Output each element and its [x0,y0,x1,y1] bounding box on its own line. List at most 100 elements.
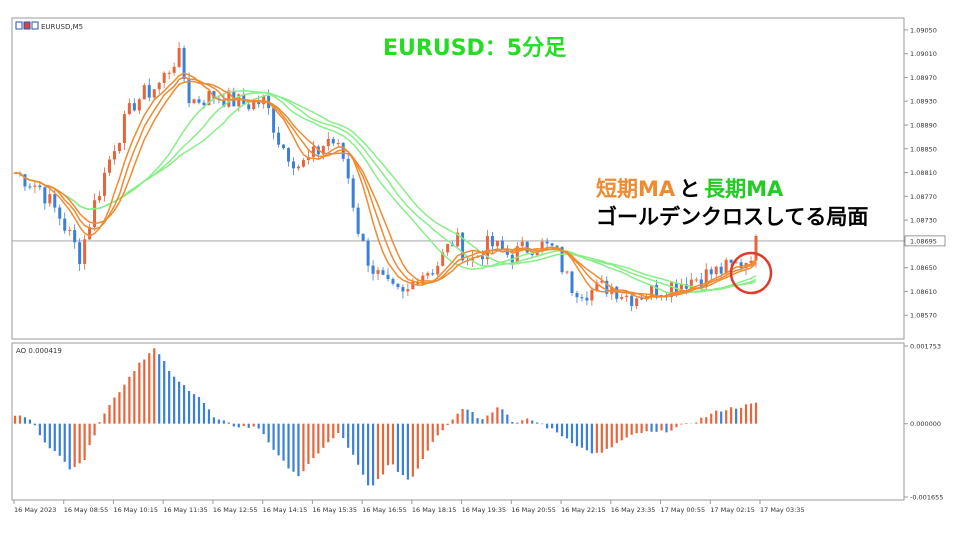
candle-body [669,282,673,297]
candle-body [729,259,733,263]
candle-body [456,232,460,247]
candle-body [699,279,703,287]
time-tick-label: 16 May 10:15 [113,506,158,514]
price-axis: 1.09050 1.09010 1.08970 1.08930 1.08890 1.088… [904,26,946,320]
candle-body [749,260,753,263]
time-tick-label: 17 May 03:35 [760,506,805,514]
candle-body [550,243,554,246]
time-tick-label: 16 May 11:35 [163,506,208,514]
candle-body [674,282,678,293]
candle-body [386,274,390,280]
time-tick-label: 16 May 18:15 [412,506,457,514]
candle-body [679,284,683,293]
candle-body [480,256,484,260]
price-tick-label: 1.08850 [910,145,937,153]
time-tick-label: 16 May 22:15 [561,506,606,514]
candle-body [93,200,97,228]
long-ma-line [14,93,757,291]
candle-body [446,243,450,253]
short-ma-line [14,76,757,298]
candle-body [640,298,644,300]
candle-body [585,297,589,301]
candle-body [401,287,405,292]
candle-body [326,138,330,147]
candle-body [103,172,107,196]
candle-body [321,146,325,155]
candle-body [625,295,629,298]
candle-body [252,100,256,110]
candle-body [147,85,151,98]
candle-body [296,166,300,169]
candle-body [520,241,524,247]
candle-body [590,290,594,301]
candle-body [630,295,634,306]
candle-body [127,103,131,115]
annotation-short-ma: 短期MA [596,177,676,201]
candle-body [694,279,698,281]
candle-body [53,194,57,208]
candle-body [177,47,181,67]
chart-title: EURUSD：5分足 [383,36,567,61]
candle-body [187,78,191,104]
candle-body [346,158,350,179]
price-tick-label: 1.08770 [910,193,937,201]
candle-body [396,283,400,288]
candle-body [212,91,216,99]
price-tick-label: 1.08730 [910,217,937,225]
time-tick-label: 16 May 12:55 [213,506,258,514]
candle-body [331,138,335,144]
time-tick-label: 16 May 14:15 [263,506,308,514]
price-tick-label: 1.08650 [910,264,937,272]
candle-body [366,240,370,266]
candle-body [704,269,708,287]
candle-body [68,230,72,232]
ao-label: AO 0.000419 [16,347,62,355]
candle-body [605,280,609,294]
candle-body [709,269,713,275]
candle-body [192,99,196,104]
candle-body [152,89,156,98]
candle-body [132,103,136,111]
candle-body [495,240,499,247]
candle-body [43,187,47,204]
candle-body [33,185,37,187]
candle-body [172,66,176,73]
short-ma-line [14,80,757,298]
candle-body [272,108,276,133]
candle-body [78,242,82,264]
time-axis: 16 May 2023 16 May 08:55 16 May 10:15 16 Ma… [13,500,805,514]
candle-body [655,284,659,298]
symbol-label: EURUSD,M5 [41,23,83,31]
candle-body [739,262,743,269]
candle-body [262,96,266,105]
time-tick-label: 16 May 20:55 [511,506,556,514]
candle-body [112,151,116,160]
time-tick-label: 16 May 16:55 [362,506,407,514]
time-tick-label: 16 May 19:35 [462,506,507,514]
candle-body [505,249,509,255]
candle-body [600,280,604,283]
candle-body [500,240,504,250]
candle-body [197,99,201,103]
candle-body [28,186,32,188]
candle-body [555,245,559,248]
candle-body [98,195,102,201]
candle-body [361,233,365,241]
price-tick-label: 1.09010 [910,50,937,58]
golden-cross-highlight [729,251,773,295]
price-tick-label: 1.08610 [910,288,937,296]
candle-body [754,235,758,261]
candle-body [421,275,425,284]
candle-body [461,232,465,261]
price-tick-label: 1.08570 [910,312,937,320]
candle-body [356,207,360,234]
candle-body [73,230,77,243]
candle-body [63,218,67,231]
ao-tick-label: -0.001655 [910,494,943,502]
candle-body [167,72,171,74]
candle-body [724,259,728,274]
candle-body [734,262,738,264]
candle-body [560,247,564,273]
candle-body [436,265,440,275]
candle-body [222,99,226,107]
